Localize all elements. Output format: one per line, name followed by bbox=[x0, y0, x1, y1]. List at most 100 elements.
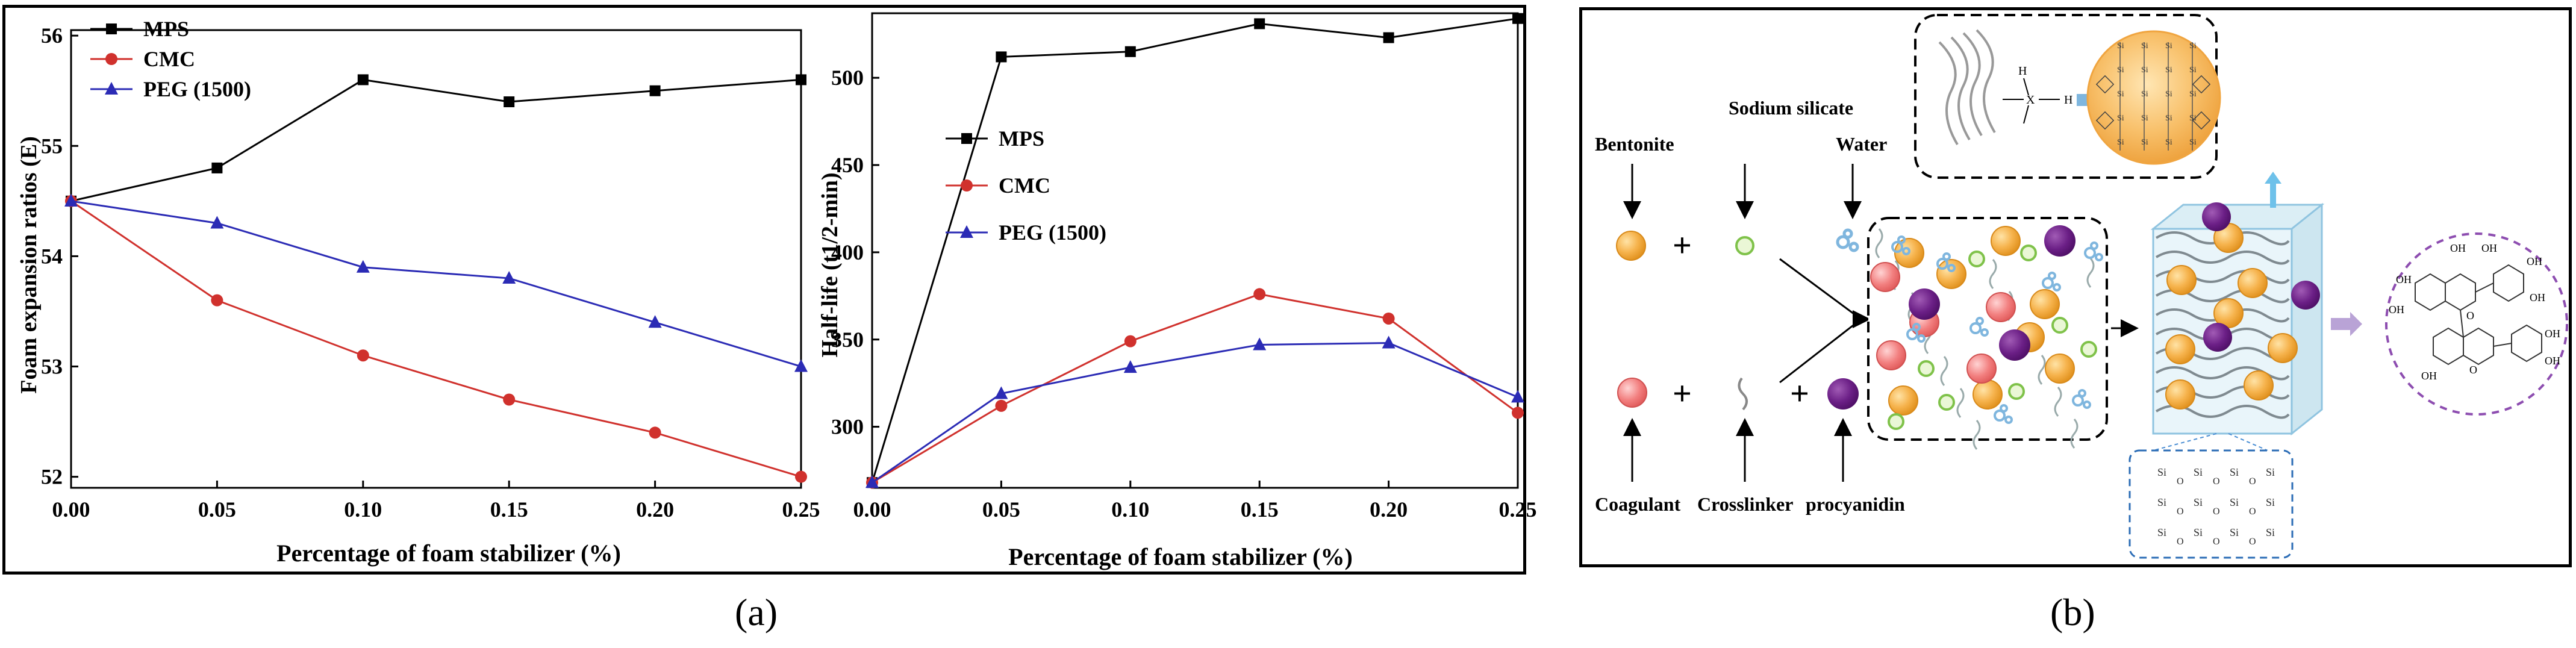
chem-h-top: H bbox=[2018, 64, 2027, 78]
si-atom: Si bbox=[2165, 90, 2172, 99]
water-molecule-icon bbox=[1836, 228, 1859, 252]
si-atom: Si bbox=[2117, 42, 2124, 51]
silicate-particle bbox=[1968, 251, 1985, 267]
bentonite-particle bbox=[1973, 379, 2003, 410]
x-tick-label: 0.00 bbox=[853, 497, 891, 522]
oxygen-ring bbox=[2192, 75, 2211, 94]
data-point bbox=[64, 193, 78, 207]
si-atom: Si bbox=[2189, 90, 2197, 99]
procyanidin-oh-labels: OH OH OH OH OH OH OH OH OH O O bbox=[2389, 242, 2560, 382]
si-atom: Si bbox=[2117, 114, 2124, 123]
chain-segment bbox=[2038, 355, 2046, 385]
chain-segment bbox=[2054, 387, 2062, 417]
data-point bbox=[649, 426, 661, 439]
legend-marker bbox=[960, 225, 973, 238]
grid-o-atom: O bbox=[2213, 506, 2220, 517]
o-ring-1: O bbox=[2466, 310, 2474, 322]
gel-procyanidin-particle bbox=[2203, 323, 2232, 352]
gel-chain bbox=[2155, 366, 2290, 381]
mixture-contents bbox=[1870, 225, 2103, 450]
water-molecule bbox=[2084, 241, 2103, 261]
label-procyanidin: procyanidin bbox=[1806, 493, 1905, 515]
water-molecule bbox=[1906, 323, 1926, 343]
oh-3: OH bbox=[2396, 273, 2412, 285]
legend-marker bbox=[106, 23, 117, 34]
si-atom: Si bbox=[2189, 42, 2197, 51]
legend-label: MPS bbox=[999, 126, 1044, 151]
caption-b: (b) bbox=[2050, 590, 2095, 635]
grid-o-atom: O bbox=[2213, 537, 2220, 547]
y-tick-label: 500 bbox=[831, 66, 864, 90]
plus-sign-2: + bbox=[1673, 375, 1692, 413]
foam-expansion-chart: 0.00 0.05 0.10 0.15 0.20 0.25 52 53 54 55 56 MPS CMC… bbox=[41, 17, 820, 522]
data-point bbox=[1512, 407, 1524, 419]
chain-segment bbox=[1875, 228, 1883, 258]
plot-area bbox=[70, 29, 802, 489]
gel-bentonite-particle bbox=[2166, 265, 2197, 295]
legend-label: MPS bbox=[143, 17, 189, 41]
oh-8: OH bbox=[2545, 328, 2560, 340]
si-atom: Si bbox=[2117, 90, 2124, 99]
silicate-particle bbox=[1938, 394, 1955, 411]
si-atom: Si bbox=[2141, 66, 2148, 75]
data-point bbox=[1124, 46, 1136, 57]
chain-segment bbox=[1940, 356, 1948, 386]
silica-particle bbox=[2086, 30, 2221, 165]
oxygen-ring bbox=[2095, 75, 2115, 94]
grid-o-atom: O bbox=[2177, 506, 2184, 517]
gel-bentonite-particle bbox=[2244, 370, 2274, 400]
grid-o-atom: O bbox=[2177, 537, 2184, 547]
grid-o-atom: O bbox=[2249, 506, 2256, 517]
data-point bbox=[1512, 13, 1523, 24]
gel-bentonite-particle bbox=[2165, 379, 2195, 410]
procyanidin-particle-icon bbox=[1827, 378, 1859, 410]
grid-o-atom: O bbox=[2213, 476, 2220, 487]
series-line-cmc bbox=[872, 293, 1518, 484]
legend-marker bbox=[961, 133, 972, 144]
silicate-particle bbox=[2020, 245, 2037, 261]
water-molecule bbox=[1969, 317, 1989, 337]
grid-si-atom: Si bbox=[2266, 466, 2275, 478]
chem-x: X bbox=[2026, 93, 2035, 107]
label-coagulant: Coagulant bbox=[1595, 493, 1681, 515]
data-point bbox=[1254, 18, 1265, 30]
water-molecule bbox=[2072, 389, 2091, 409]
data-point bbox=[211, 294, 223, 307]
silicate-particle-icon bbox=[1735, 236, 1754, 255]
release-arrow-head bbox=[2265, 172, 2281, 184]
legend: MPS CMC PEG (1500) bbox=[90, 17, 251, 101]
data-point bbox=[995, 399, 1008, 412]
grid-si-atom: Si bbox=[2266, 526, 2275, 538]
data-point bbox=[1383, 32, 1394, 43]
si-atom: Si bbox=[2189, 138, 2197, 147]
y-tick-label: 56 bbox=[41, 23, 63, 48]
grid-si-atom: Si bbox=[2230, 526, 2239, 538]
grid-si-atom: Si bbox=[2157, 526, 2166, 538]
silica-network-icon: Si Si Si Si Si Si Si Si Si Si Si Si Si Si Si Si Si Si Si Si bbox=[2095, 42, 2211, 151]
legend-marker bbox=[961, 179, 973, 192]
water-molecule bbox=[2042, 272, 2061, 291]
grid-si-atom: Si bbox=[2194, 466, 2203, 478]
label-bentonite: Bentonite bbox=[1595, 133, 1674, 155]
bentonite-particle bbox=[2045, 354, 2075, 384]
grid-si-atom: Si bbox=[2194, 496, 2203, 508]
oh-4: OH bbox=[2389, 304, 2404, 316]
data-point bbox=[794, 359, 808, 372]
si-atom: Si bbox=[2165, 138, 2172, 147]
x-tick-label: 0.05 bbox=[982, 497, 1020, 522]
caption-a: (a) bbox=[735, 590, 778, 635]
coagulant-particle-icon bbox=[1617, 378, 1647, 408]
data-point bbox=[1253, 337, 1267, 350]
grid-si-atom: Si bbox=[2230, 466, 2239, 478]
data-point bbox=[503, 393, 516, 406]
data-point bbox=[210, 216, 224, 229]
x-tick-label: 0.20 bbox=[636, 497, 674, 522]
procyanidin-structure-circle bbox=[2385, 232, 2568, 416]
oxygen-ring bbox=[2192, 111, 2211, 130]
caption-a-text: (a) bbox=[735, 591, 778, 634]
chart2-ylabel: Half-life (t1/2-min) bbox=[817, 172, 843, 357]
legend: MPS CMC PEG (1500) bbox=[946, 126, 1106, 245]
silicate-particle bbox=[2080, 341, 2097, 358]
hydrogen-bond-group: H X H bbox=[2003, 64, 2089, 124]
plot-area bbox=[871, 12, 1519, 489]
